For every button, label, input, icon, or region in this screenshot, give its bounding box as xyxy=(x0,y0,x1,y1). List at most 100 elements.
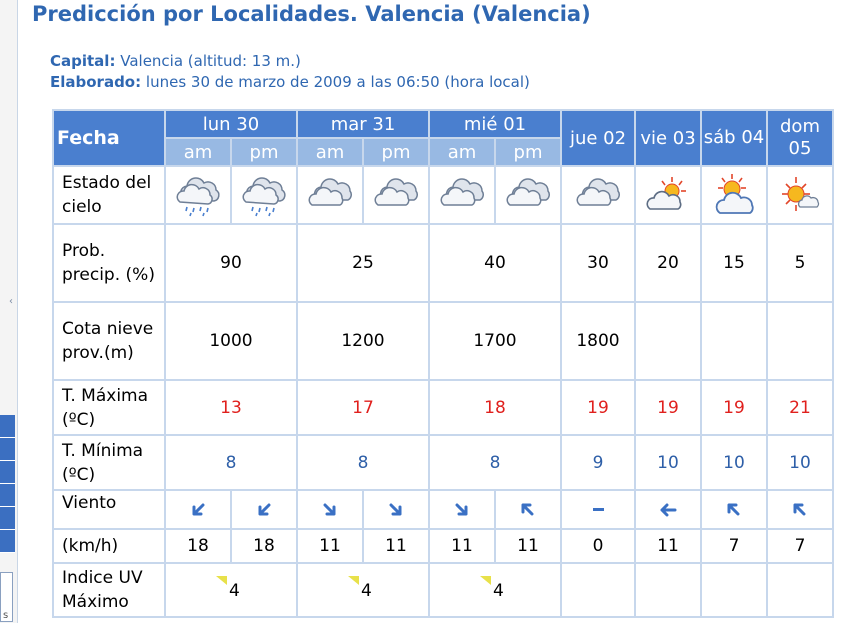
cloud-rain-icon xyxy=(232,167,296,223)
uv-flag-icon xyxy=(480,575,491,585)
row-label-prob: Prob. precip. (%) xyxy=(54,225,164,301)
tmax-value: 13 xyxy=(166,381,296,434)
cloud-icon xyxy=(298,167,362,223)
sidebar-tab[interactable] xyxy=(0,461,15,484)
sidebar-tab[interactable] xyxy=(0,438,15,461)
arrow-down-right-icon xyxy=(364,491,428,528)
wind-speed-value: 7 xyxy=(702,530,766,562)
uv-value: 4 xyxy=(493,580,504,601)
day-header: dom 05 xyxy=(768,111,832,165)
forecast-table: Fecha lun 30 mar 31 mié 01 jue 02 vie 03… xyxy=(52,109,834,618)
uv-flag-icon xyxy=(348,575,359,585)
row-label-tmin: T. Mínima (ºC) xyxy=(54,436,164,489)
tmax-value: 21 xyxy=(768,381,832,434)
row-label-tmax: T. Máxima (ºC) xyxy=(54,381,164,434)
arrow-up-left-icon xyxy=(496,491,560,528)
wind-speed-value: 11 xyxy=(298,530,362,562)
tmax-value: 18 xyxy=(430,381,560,434)
row-label-kmh: (km/h) xyxy=(54,530,164,562)
cloud-rain-icon xyxy=(166,167,230,223)
wind-speed-value: 18 xyxy=(166,530,230,562)
cota-nieve-value: 1700 xyxy=(430,303,560,379)
arrow-left-icon xyxy=(636,491,700,528)
uv-cell xyxy=(636,564,700,616)
uv-value: 4 xyxy=(229,580,240,601)
uv-flag-icon xyxy=(216,575,227,585)
prob-precip-value: 25 xyxy=(298,225,428,301)
cota-nieve-value: 1200 xyxy=(298,303,428,379)
wind-speed-value: 7 xyxy=(768,530,832,562)
page-title: Predicción por Localidades. Valencia (Va… xyxy=(32,2,591,26)
uv-cell: 4 xyxy=(166,564,296,616)
cloud-icon xyxy=(496,167,560,223)
arrow-up-left-icon xyxy=(768,491,832,528)
uv-cell xyxy=(702,564,766,616)
tmax-value: 17 xyxy=(298,381,428,434)
tmin-value: 8 xyxy=(298,436,428,489)
tmin-value: 9 xyxy=(562,436,634,489)
row-label-viento: Viento xyxy=(54,491,164,528)
cota-nieve-value: 1000 xyxy=(166,303,296,379)
row-label-cota: Cota nieve prov.(m) xyxy=(54,303,164,379)
tmin-value: 8 xyxy=(166,436,296,489)
day-header: vie 03 xyxy=(636,111,700,165)
capital-line: Capital: Valencia (altitud: 13 m.) xyxy=(50,52,301,70)
calm-dash-icon xyxy=(562,491,634,528)
tmin-value: 10 xyxy=(768,436,832,489)
pm-header: pm xyxy=(232,139,296,165)
wind-speed-value: 11 xyxy=(496,530,560,562)
collapse-arrow-icon[interactable]: ‹ xyxy=(9,296,13,307)
arrow-down-left-icon xyxy=(166,491,230,528)
prob-precip-value: 15 xyxy=(702,225,766,301)
elaborado-line: Elaborado: lunes 30 de marzo de 2009 a l… xyxy=(50,73,530,91)
elaborado-label: Elaborado: xyxy=(50,73,142,91)
row-label-uv: Indice UV Máximo xyxy=(54,564,164,616)
pm-header: pm xyxy=(364,139,428,165)
left-sidebar-edge: ‹ s xyxy=(0,0,18,623)
uv-cell: 4 xyxy=(298,564,428,616)
prob-precip-value: 5 xyxy=(768,225,832,301)
wind-speed-value: 11 xyxy=(364,530,428,562)
sidebar-tab[interactable] xyxy=(0,484,15,507)
tmin-value: 8 xyxy=(430,436,560,489)
wind-speed-value: 11 xyxy=(430,530,494,562)
uv-cell: 4 xyxy=(430,564,560,616)
am-header: am xyxy=(298,139,362,165)
prob-precip-value: 30 xyxy=(562,225,634,301)
sidebar-tab[interactable] xyxy=(0,530,15,553)
arrow-up-left-icon xyxy=(702,491,766,528)
wind-speed-value: 11 xyxy=(636,530,700,562)
arrow-down-right-icon xyxy=(298,491,362,528)
wind-speed-value: 18 xyxy=(232,530,296,562)
sidebar-tab[interactable] xyxy=(0,507,15,530)
cota-nieve-value xyxy=(636,303,700,379)
capital-value: Valencia (altitud: 13 m.) xyxy=(120,52,301,70)
day-header: jue 02 xyxy=(562,111,634,165)
tmin-value: 10 xyxy=(636,436,700,489)
cloud-icon xyxy=(430,167,494,223)
row-label-estado: Estado del cielo xyxy=(54,167,164,223)
wind-speed-value: 0 xyxy=(562,530,634,562)
day-header: lun 30 xyxy=(166,111,296,137)
sidebar-tab[interactable] xyxy=(0,415,15,438)
cota-nieve-value xyxy=(702,303,766,379)
elaborado-value: lunes 30 de marzo de 2009 a las 06:50 (h… xyxy=(145,73,530,91)
prob-precip-value: 40 xyxy=(430,225,560,301)
capital-label: Capital: xyxy=(50,52,116,70)
fecha-header: Fecha xyxy=(54,111,164,165)
prob-precip-value: 90 xyxy=(166,225,296,301)
cloud-icon xyxy=(562,167,634,223)
sun-cloud-icon xyxy=(702,167,766,223)
tmax-value: 19 xyxy=(636,381,700,434)
tmax-value: 19 xyxy=(702,381,766,434)
uv-cell xyxy=(768,564,832,616)
prob-precip-value: 20 xyxy=(636,225,700,301)
arrow-down-left-icon xyxy=(232,491,296,528)
sun-cloud-icon xyxy=(636,167,700,223)
arrow-down-right-icon xyxy=(430,491,494,528)
uv-cell xyxy=(562,564,634,616)
cota-nieve-value xyxy=(768,303,832,379)
cloud-icon xyxy=(364,167,428,223)
sun-small-cloud-icon xyxy=(768,167,832,223)
sidebar-box: s xyxy=(0,572,13,622)
